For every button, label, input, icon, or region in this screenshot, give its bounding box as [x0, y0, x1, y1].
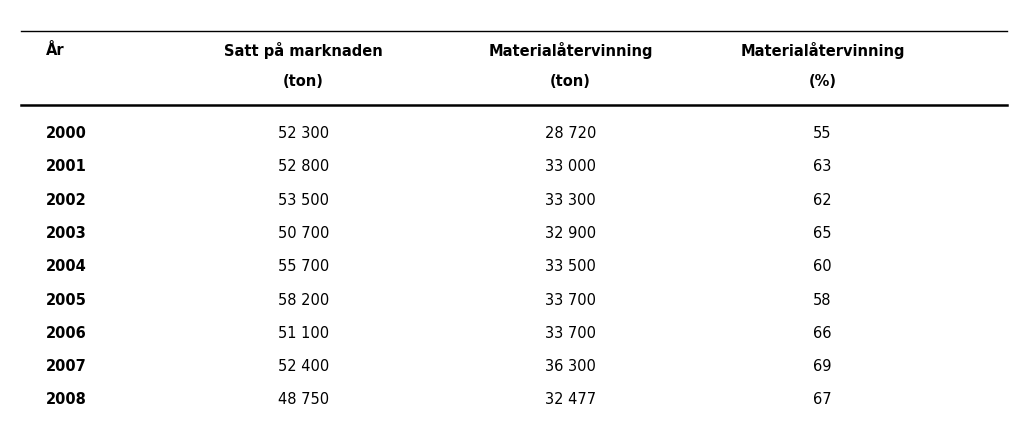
Text: 2000: 2000	[46, 126, 87, 141]
Text: 33 700: 33 700	[545, 326, 596, 341]
Text: 2008: 2008	[46, 392, 87, 407]
Text: (ton): (ton)	[283, 74, 324, 88]
Text: 28 720: 28 720	[545, 126, 596, 141]
Text: 62: 62	[813, 193, 832, 208]
Text: 50 700: 50 700	[278, 226, 329, 241]
Text: 33 700: 33 700	[545, 293, 596, 307]
Text: 65: 65	[813, 226, 832, 241]
Text: 32 477: 32 477	[545, 392, 596, 407]
Text: 48 750: 48 750	[278, 392, 329, 407]
Text: 67: 67	[813, 392, 832, 407]
Text: 66: 66	[813, 326, 832, 341]
Text: 2005: 2005	[46, 293, 87, 307]
Text: 2007: 2007	[46, 359, 87, 374]
Text: (%): (%)	[808, 74, 837, 88]
Text: 33 500: 33 500	[545, 259, 596, 274]
Text: 33 000: 33 000	[545, 159, 596, 174]
Text: 53 500: 53 500	[278, 193, 329, 208]
Text: Materialåtervinning: Materialåtervinning	[740, 42, 905, 59]
Text: 63: 63	[813, 159, 832, 174]
Text: 60: 60	[813, 259, 832, 274]
Text: År: År	[46, 43, 65, 58]
Text: 58: 58	[813, 293, 832, 307]
Text: Materialåtervinning: Materialåtervinning	[488, 42, 653, 59]
Text: 2003: 2003	[46, 226, 87, 241]
Text: 2006: 2006	[46, 326, 87, 341]
Text: (ton): (ton)	[550, 74, 591, 88]
Text: 32 900: 32 900	[545, 226, 596, 241]
Text: Satt på marknaden: Satt på marknaden	[224, 42, 382, 59]
Text: 51 100: 51 100	[278, 326, 329, 341]
Text: 52 800: 52 800	[278, 159, 329, 174]
Text: 52 300: 52 300	[278, 126, 329, 141]
Text: 2004: 2004	[46, 259, 87, 274]
Text: 33 300: 33 300	[545, 193, 596, 208]
Text: 58 200: 58 200	[278, 293, 329, 307]
Text: 52 400: 52 400	[278, 359, 329, 374]
Text: 2001: 2001	[46, 159, 87, 174]
Text: 55: 55	[813, 126, 832, 141]
Text: 69: 69	[813, 359, 832, 374]
Text: 55 700: 55 700	[278, 259, 329, 274]
Text: 2002: 2002	[46, 193, 87, 208]
Text: 36 300: 36 300	[545, 359, 596, 374]
